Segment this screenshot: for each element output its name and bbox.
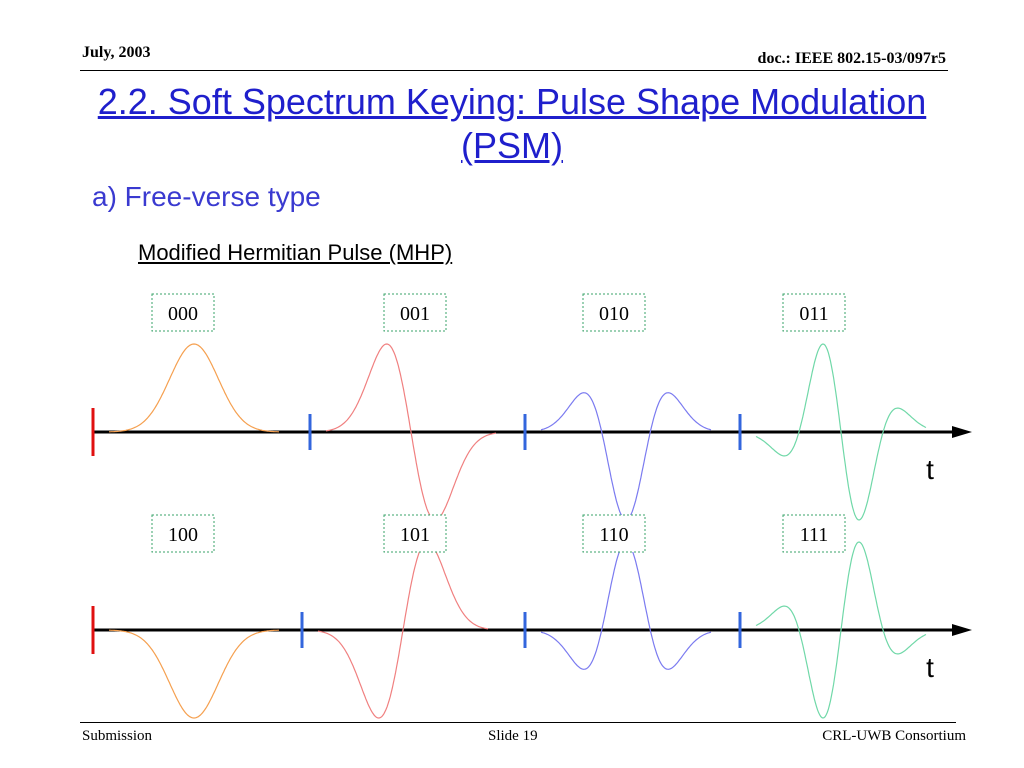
symbol-code-label: 001 [400,303,430,325]
header-divider [80,70,948,71]
time-axis-label: t [926,454,934,485]
symbol-code-box [383,514,447,553]
time-axis-label: t [926,652,934,683]
pulse-waveform-010 [540,392,712,521]
symbol-code-label: 011 [799,303,828,325]
footer-left: Submission [82,728,153,744]
time-axis-arrow [952,426,972,438]
symbol-code-box [582,514,646,553]
footer-slide-number: Slide 19 [488,728,538,744]
pulse-waveform-100 [109,629,279,719]
pulse-waveform-101 [317,541,489,719]
pulse-waveform-111 [755,541,927,719]
pulse-waveform-000 [109,343,279,433]
symbol-code-box [582,293,646,332]
footer-divider [80,722,956,723]
symbol-code-label: 101 [400,524,430,546]
header-date: July, 2003 [82,44,151,61]
pulse-waveform-011 [755,343,927,521]
pulse-shape-diagram: t 000 001 010 011 t 100 101 110 111 [91,293,972,719]
symbol-code-box [782,293,846,332]
pulse-waveform-110 [540,541,712,670]
symbol-code-box [383,293,447,332]
slide-title: 2.2. Soft Spectrum Keying: Pulse Shape M… [97,81,927,166]
symbol-code-label: 110 [599,524,628,546]
symbol-code-label: 000 [168,303,198,325]
symbol-code-label: 111 [800,524,829,546]
pulse-waveform-001 [325,343,497,521]
time-axis-arrow [952,624,972,636]
pulse-name-heading: Modified Hermitian Pulse (MHP) [138,240,453,265]
header-doc-id: doc.: IEEE 802.15-03/097r5 [757,50,946,67]
symbol-code-label: 100 [168,524,198,546]
symbol-code-box [151,514,215,553]
symbol-code-label: 010 [599,303,629,325]
symbol-code-box [151,293,215,332]
symbol-code-box [782,514,846,553]
footer-right: CRL-UWB Consortium [822,728,966,744]
slide-subtitle: a) Free-verse type [92,181,321,212]
